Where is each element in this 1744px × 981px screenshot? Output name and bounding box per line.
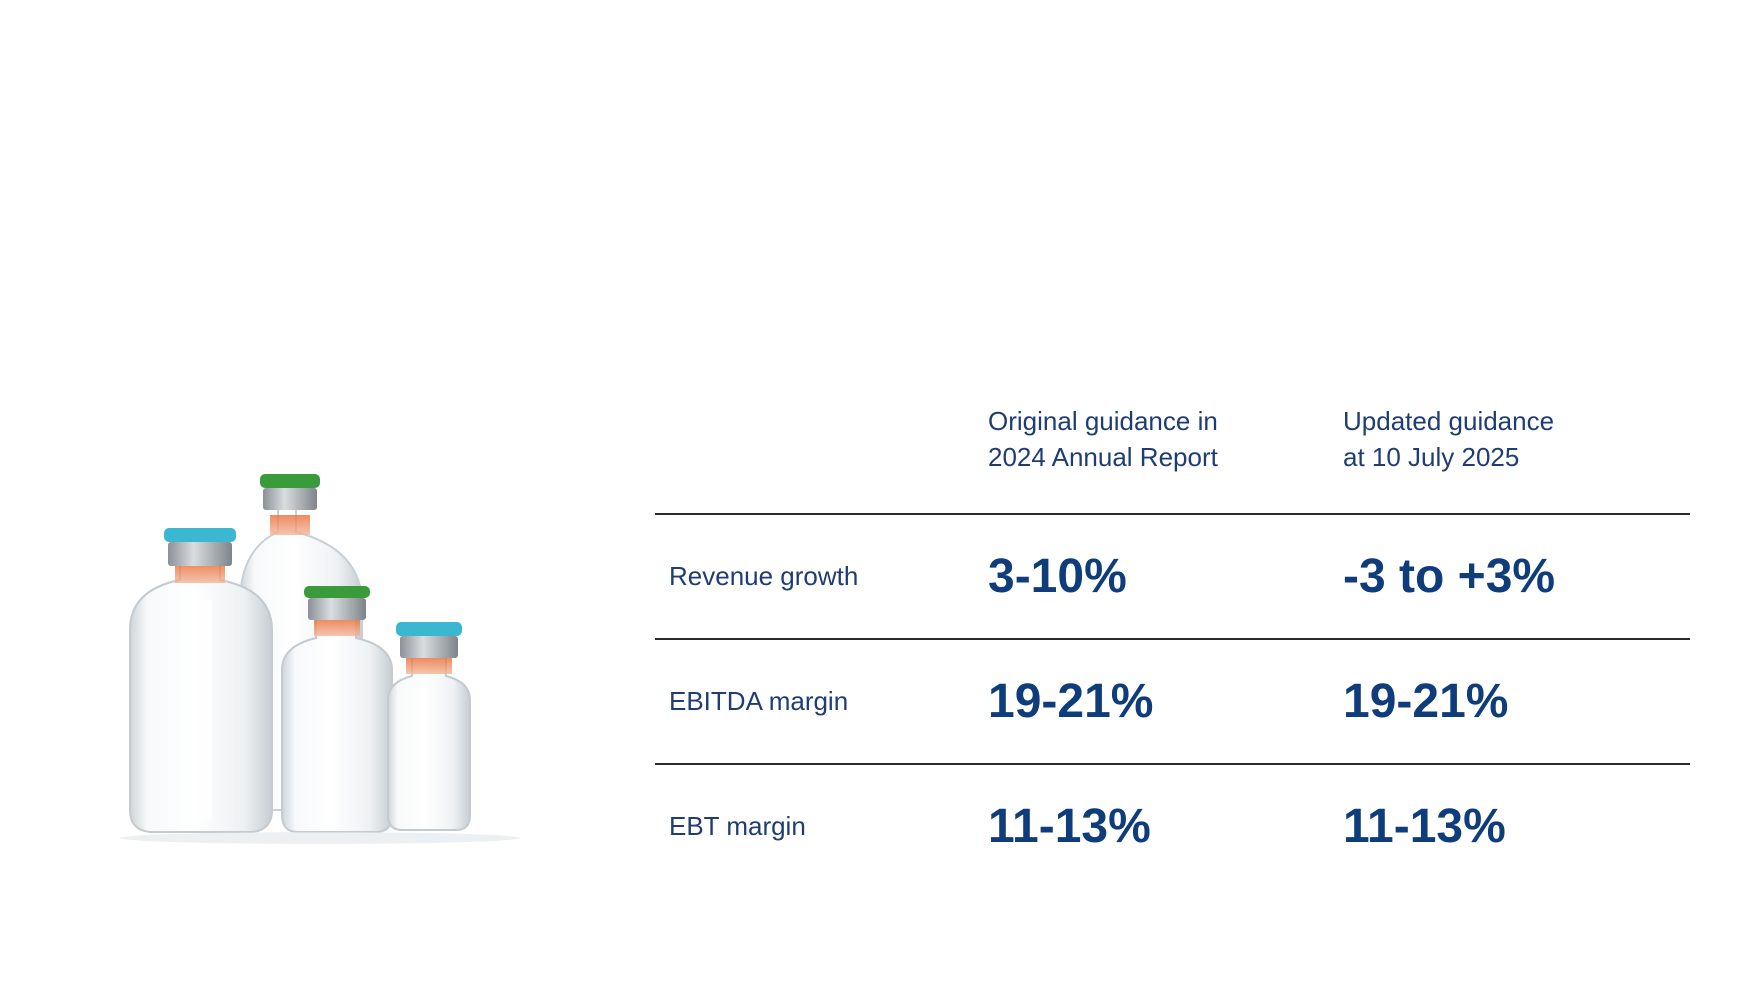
original-value: 3-10% xyxy=(988,550,1127,603)
header-original-guidance: Original guidance in 2024 Annual Report xyxy=(988,406,1218,472)
vials-image xyxy=(120,474,520,844)
table-row: EBITDA margin 19-21% 19-21% xyxy=(655,638,1690,763)
table-header: Original guidance in 2024 Annual Report … xyxy=(655,395,1690,513)
row-label-revenue-growth: Revenue growth xyxy=(669,561,859,591)
vial-tall-left xyxy=(129,528,273,833)
row-label-ebt-margin: EBT margin xyxy=(669,811,806,841)
updated-value: -3 to +3% xyxy=(1343,550,1556,603)
header-updated-guidance: Updated guidance at 10 July 2025 xyxy=(1343,406,1555,472)
guidance-table: Original guidance in 2024 Annual Report … xyxy=(655,395,1690,888)
vial-medium xyxy=(281,586,393,833)
row-label-ebitda-margin: EBITDA margin xyxy=(669,686,849,716)
original-value: 11-13% xyxy=(988,800,1151,853)
updated-value: 11-13% xyxy=(1343,800,1506,853)
table-row: Revenue growth 3-10% -3 to +3% xyxy=(655,513,1690,638)
original-value: 19-21% xyxy=(988,675,1154,728)
table-row: EBT margin 11-13% 11-13% xyxy=(655,763,1690,888)
vial-small xyxy=(387,622,471,831)
updated-value: 19-21% xyxy=(1343,675,1509,728)
